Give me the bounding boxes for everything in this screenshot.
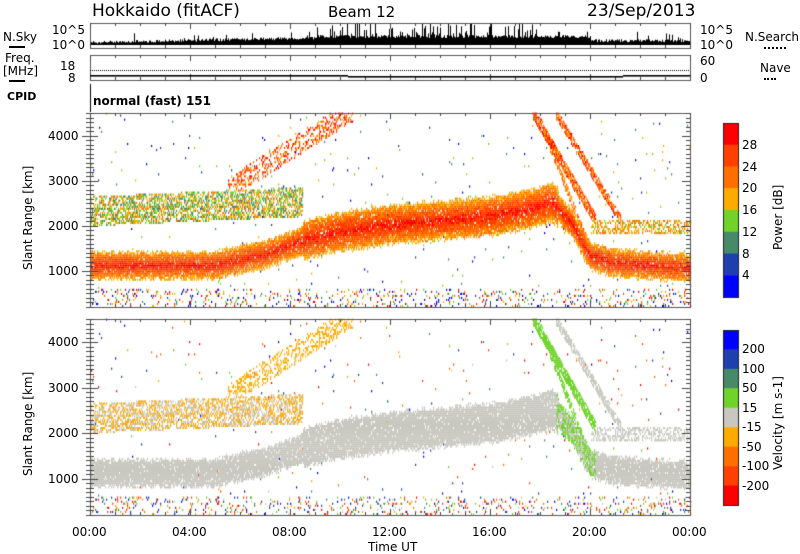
velocity-y-axis-label: Slant Range [km] xyxy=(21,371,35,476)
date-title: 23/Sep/2013 xyxy=(587,1,696,21)
x-tick-label: 12:00 xyxy=(372,525,407,539)
x-tick-label: 04:00 xyxy=(172,525,207,539)
velocity-y-tick-label: 2000 xyxy=(48,426,79,441)
x-tick-label: 08:00 xyxy=(272,525,307,539)
velocity-colorbar-tick: -100 xyxy=(742,459,770,474)
nsky-legend-line xyxy=(9,46,25,48)
nsky-tick-high: 10^5 xyxy=(52,23,85,37)
power-colorbar-tick: 16 xyxy=(742,203,758,217)
nsearch-legend-line xyxy=(764,47,786,49)
cpid-label: CPID xyxy=(7,90,37,103)
velocity-colorbar-tick: 50 xyxy=(742,381,758,396)
power-colorbar-tick: 12 xyxy=(742,224,758,239)
velocity-colorbar-tick: 200 xyxy=(742,342,765,357)
power-colorbar-tick: 24 xyxy=(742,159,758,174)
nsky-label: N.Sky xyxy=(3,30,38,44)
velocity-colorbar-tick: 15 xyxy=(742,400,758,415)
nave-tick-0: 0 xyxy=(700,71,708,85)
nsearch-label: N.Search xyxy=(745,30,800,44)
nsky-tick-low: 10^0 xyxy=(52,38,85,52)
velocity-y-tick-label: 4000 xyxy=(48,335,79,350)
nave-label: Nave xyxy=(760,61,791,75)
power-colorbar-tick: 4 xyxy=(742,268,750,283)
freq-label: Freq. xyxy=(5,51,35,65)
power-y-tick-label: 3000 xyxy=(48,173,79,188)
x-tick-label: 20:00 xyxy=(572,525,607,539)
velocity-y-tick-label: 3000 xyxy=(48,380,79,395)
freq-unit-label: [MHz] xyxy=(3,64,39,78)
x-tick-label: 16:00 xyxy=(472,525,507,539)
power-y-tick-label: 2000 xyxy=(48,218,79,233)
velocity-y-tick-label: 1000 xyxy=(48,471,79,486)
power-y-tick-label: 4000 xyxy=(48,128,79,143)
power-y-tick-label: 1000 xyxy=(48,263,79,278)
velocity-colorbar-tick: -15 xyxy=(742,420,762,435)
freq-tick-18: 18 xyxy=(60,59,76,73)
velocity-colorbar-tick: 100 xyxy=(742,361,765,376)
x-tick-label: 00:00 xyxy=(672,525,707,539)
velocity-colorbar-tick: -50 xyxy=(742,439,762,454)
x-axis-label: Time UT xyxy=(368,540,418,554)
freq-legend-line xyxy=(9,80,25,82)
cpid-value: normal (fast) 151 xyxy=(93,94,211,108)
velocity-colorbar-label: Velocity [m s-1] xyxy=(771,376,785,470)
power-colorbar-label: Power [dB] xyxy=(771,184,785,250)
freq-tick-8: 8 xyxy=(68,71,76,85)
power-colorbar-tick: 28 xyxy=(742,137,758,152)
power-colorbar-tick: 8 xyxy=(742,246,750,261)
beam-title: Beam 12 xyxy=(328,3,396,21)
nsearch-tick-high: 10^5 xyxy=(700,23,733,37)
power-colorbar-tick: 20 xyxy=(742,181,758,196)
nsearch-tick-low: 10^0 xyxy=(700,38,733,52)
nave-tick-60: 60 xyxy=(700,54,716,68)
x-tick-label: 00:00 xyxy=(72,525,107,539)
velocity-colorbar-tick: -200 xyxy=(742,478,770,493)
power-y-axis-label: Slant Range [km] xyxy=(21,165,35,270)
nave-legend-line xyxy=(764,78,776,80)
station-title: Hokkaido (fitACF) xyxy=(92,1,240,21)
